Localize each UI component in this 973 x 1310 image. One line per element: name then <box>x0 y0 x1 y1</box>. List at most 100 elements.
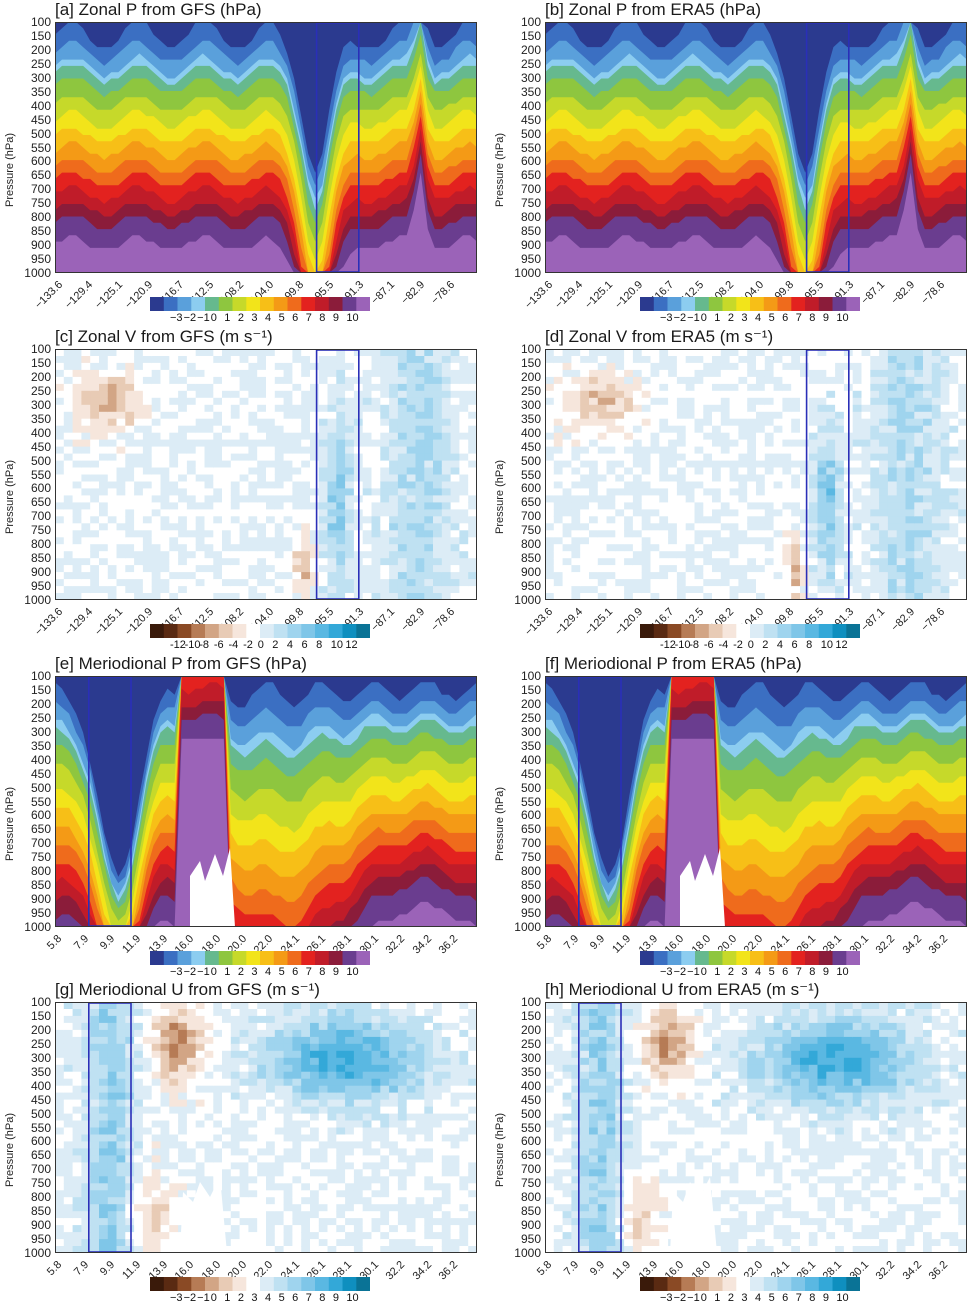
data-cell <box>274 509 285 517</box>
data-cell <box>318 558 329 566</box>
data-cell <box>931 516 942 524</box>
y-tick-label: 200 <box>30 42 51 57</box>
data-cell <box>380 530 390 538</box>
data-cell <box>468 551 477 559</box>
data-cell <box>562 418 572 427</box>
colorbar-swatch <box>356 624 370 638</box>
data-cell <box>694 544 704 552</box>
data-cell <box>99 1162 109 1170</box>
data-cell <box>380 523 390 531</box>
data-cell <box>852 474 863 483</box>
data-cell <box>195 397 206 406</box>
data-cell <box>274 481 285 490</box>
data-cell <box>327 516 337 524</box>
data-cell <box>589 362 599 371</box>
data-cell <box>606 467 616 476</box>
y-tick-label: 150 <box>520 28 541 43</box>
data-cell <box>756 411 766 420</box>
data-cell <box>571 530 581 538</box>
data-cell <box>720 558 731 566</box>
data-cell <box>738 593 748 600</box>
data-cell <box>562 439 572 448</box>
colorbar-swatch <box>287 624 302 638</box>
panel-f: [f] Meriodional P from ERA5 (hPa) Pressur… <box>490 654 973 981</box>
data-cell <box>63 1050 74 1059</box>
data-cell <box>292 369 302 378</box>
data-cell <box>230 376 241 385</box>
data-cell <box>397 516 408 524</box>
data-cell <box>773 453 783 462</box>
data-cell <box>283 446 293 455</box>
colorbar <box>150 624 370 638</box>
data-cell <box>248 1169 258 1177</box>
data-cell <box>597 537 608 545</box>
colorbar-swatch <box>177 624 192 638</box>
data-cell <box>729 356 739 364</box>
data-cell <box>703 502 713 510</box>
data-cell <box>239 1002 249 1010</box>
data-cell <box>257 565 267 573</box>
data-cell <box>107 488 118 496</box>
data-cell <box>178 432 188 441</box>
data-cell <box>266 523 276 531</box>
data-cell <box>424 418 434 427</box>
data-cell <box>169 1050 179 1059</box>
data-cell <box>248 1099 258 1108</box>
data-cell <box>142 404 153 413</box>
data-cell <box>107 1113 118 1122</box>
y-tick-label: 950 <box>520 252 541 267</box>
data-cell <box>248 1218 258 1226</box>
data-cell <box>81 1064 91 1073</box>
data-cell <box>345 558 355 566</box>
data-cell <box>301 481 311 490</box>
data-cell <box>606 537 616 545</box>
data-cell <box>720 523 731 531</box>
data-cell <box>424 397 434 406</box>
data-cell <box>55 1057 65 1066</box>
data-cell <box>222 579 232 587</box>
data-cell <box>186 356 197 364</box>
data-cell <box>213 537 223 545</box>
colorbar-label: 8 <box>319 312 326 324</box>
data-cell <box>195 411 206 420</box>
data-cell <box>923 593 933 600</box>
data-cell <box>142 1085 153 1094</box>
y-tick-label: 350 <box>520 411 541 426</box>
data-cell <box>257 495 267 503</box>
data-cell <box>230 509 241 517</box>
data-cell <box>791 467 801 476</box>
data-cell <box>589 488 599 496</box>
data-cell <box>239 474 249 483</box>
data-cell <box>125 432 135 441</box>
data-cell <box>257 516 267 524</box>
data-cell <box>764 467 775 476</box>
data-cell <box>178 1064 188 1073</box>
data-cell <box>441 411 452 420</box>
colorbar-swatch <box>736 951 751 965</box>
data-cell <box>204 586 214 594</box>
data-cell <box>195 369 206 378</box>
data-cell <box>266 439 276 448</box>
data-cell <box>459 418 469 427</box>
data-cell <box>406 439 417 448</box>
data-cell <box>55 1015 65 1024</box>
data-cell <box>931 446 942 455</box>
data-cell <box>791 397 801 406</box>
data-cell <box>55 1204 65 1212</box>
data-cell <box>222 593 232 600</box>
data-cell <box>782 579 792 587</box>
data-cell <box>99 432 109 441</box>
data-cell <box>703 558 713 566</box>
data-cell <box>450 530 460 538</box>
data-cell <box>99 1036 109 1045</box>
data-cell <box>940 397 950 406</box>
data-cell <box>266 432 276 441</box>
y-tick-label: 750 <box>520 196 541 211</box>
y-tick-label: 400 <box>520 425 541 440</box>
data-cell <box>589 446 599 455</box>
data-cell <box>650 425 660 434</box>
data-cell <box>817 446 827 455</box>
data-cell <box>606 516 616 524</box>
data-cell <box>764 593 775 600</box>
data-cell <box>125 1134 135 1143</box>
